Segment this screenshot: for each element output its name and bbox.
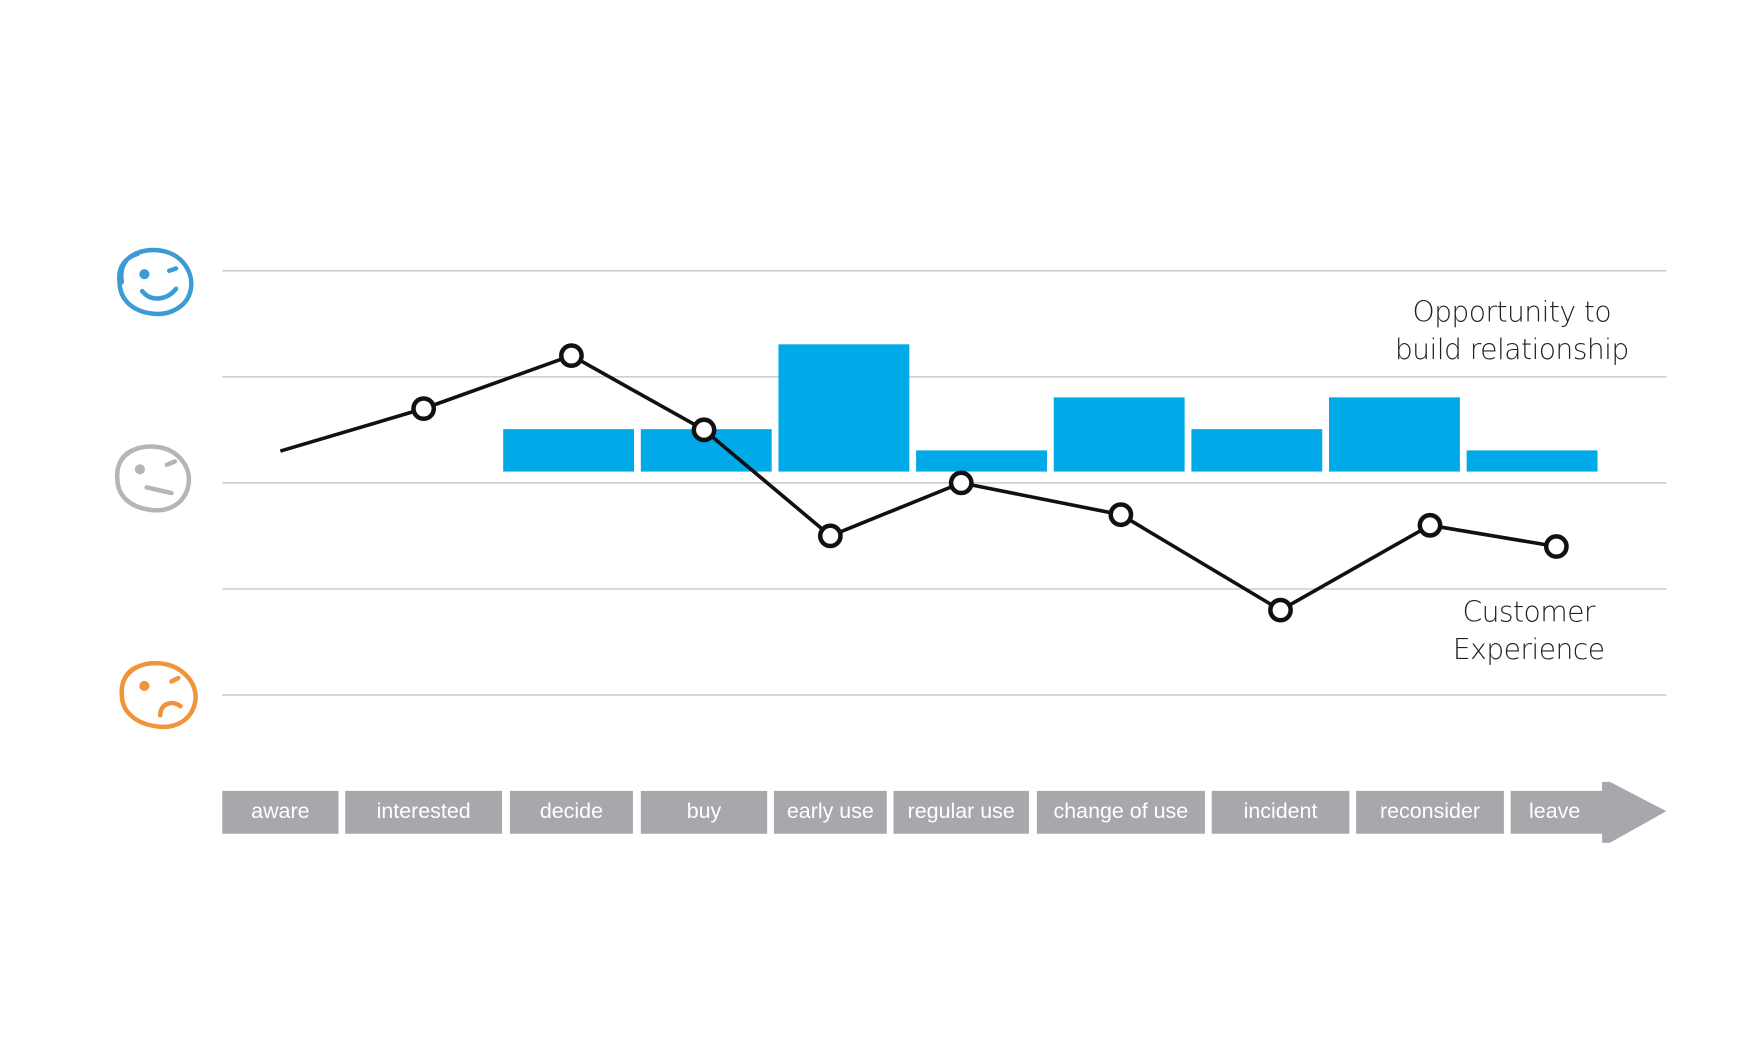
stage-label: regular use xyxy=(908,799,1015,823)
bar xyxy=(503,429,635,472)
neutral-face xyxy=(115,444,192,513)
bar xyxy=(1329,397,1460,472)
stage-box xyxy=(773,790,887,834)
stage-box xyxy=(509,790,633,834)
line-annotation-box: Customer Experience xyxy=(1452,595,1605,666)
sad-face xyxy=(119,660,198,730)
stage-labels: aware interested decide buy early use regular… xyxy=(222,790,1603,834)
stage-label: early use xyxy=(787,799,874,823)
bar xyxy=(1053,397,1185,472)
stage-box xyxy=(1510,790,1603,834)
stage-label: change of use xyxy=(1054,799,1189,823)
bar xyxy=(1191,429,1323,472)
stage-label: decide xyxy=(540,799,603,823)
stage-label: interested xyxy=(377,799,471,823)
bars xyxy=(503,344,1598,472)
experience-point xyxy=(691,417,717,443)
stage-label: buy xyxy=(687,799,722,823)
bar-annotation: Opportunity to build relationship xyxy=(1394,295,1630,366)
line-layer xyxy=(279,343,1569,623)
stage-box xyxy=(222,790,339,834)
experience-point xyxy=(817,523,843,549)
stage-box xyxy=(345,790,503,834)
stage-label: aware xyxy=(251,799,309,823)
stage-box xyxy=(640,790,768,834)
bar xyxy=(1466,450,1598,472)
experience-point xyxy=(1417,512,1443,538)
stage-box xyxy=(1356,790,1504,834)
journey-arrow xyxy=(1602,781,1667,843)
bar-annotation-box: Opportunity to build relationship xyxy=(1394,295,1630,366)
experience-point xyxy=(411,396,437,422)
bar xyxy=(778,344,910,472)
line-annotation: Customer Experience xyxy=(1452,595,1605,666)
stage-box xyxy=(893,790,1029,834)
stage-label: incident xyxy=(1244,799,1318,823)
stage-box xyxy=(1211,790,1350,834)
experience-point xyxy=(948,470,974,496)
grid xyxy=(222,270,1667,696)
experience-point xyxy=(1268,597,1293,623)
stage-box xyxy=(1036,790,1205,834)
stage-label: leave xyxy=(1529,799,1580,823)
experience-line xyxy=(279,353,1557,612)
stage-label: reconsider xyxy=(1380,799,1480,823)
experience-point xyxy=(559,343,584,369)
happy-face xyxy=(117,247,194,317)
bar xyxy=(916,450,1047,472)
experience-point xyxy=(1108,502,1134,528)
experience-point xyxy=(1543,534,1569,559)
